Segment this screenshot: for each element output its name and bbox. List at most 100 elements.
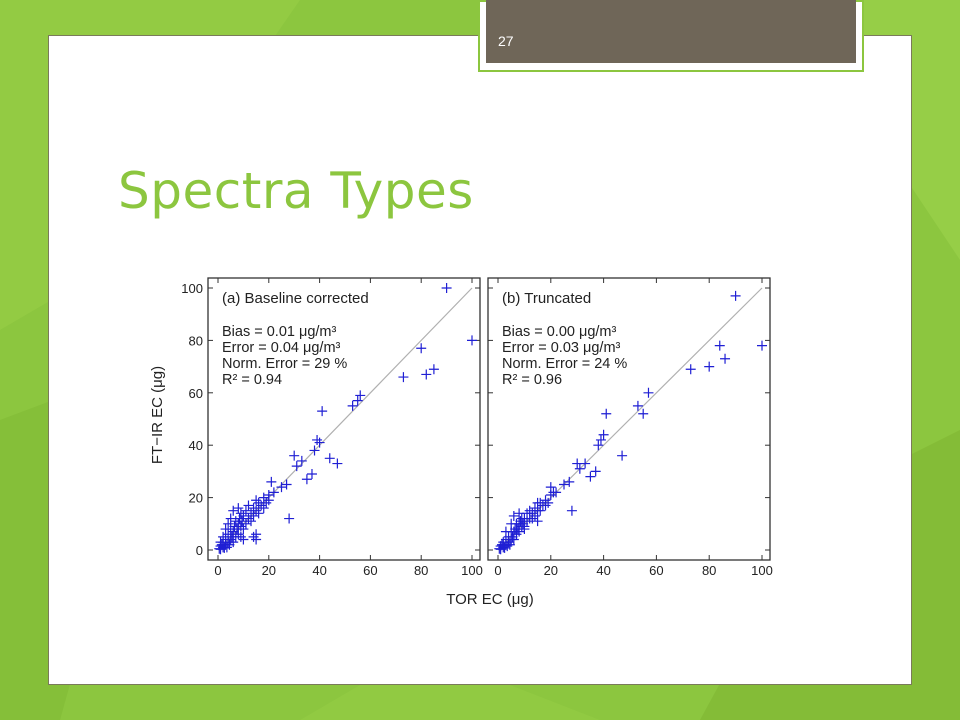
- data-point: [256, 500, 267, 511]
- plot-frame: [207, 277, 481, 561]
- data-point: [507, 531, 518, 542]
- data-point: [248, 503, 259, 514]
- data-point: [500, 526, 511, 537]
- data-point: [508, 510, 519, 521]
- data-point: [243, 500, 254, 511]
- y-tick-label: 40: [189, 438, 203, 453]
- plot-frame: [487, 277, 771, 561]
- data-point: [263, 495, 274, 506]
- data-point: [638, 408, 649, 419]
- data-point: [235, 531, 246, 542]
- stat-bias: Bias = 0.00 μg/m³: [502, 324, 617, 340]
- one-to-one-line: [497, 287, 763, 551]
- one-to-one-line: [217, 287, 473, 551]
- data-point: [506, 518, 517, 529]
- data-point: [235, 508, 246, 519]
- data-point: [218, 531, 229, 542]
- data-point: [296, 455, 307, 466]
- data-point: [540, 500, 551, 511]
- stat-norm-error: Norm. Error = 24 %: [502, 356, 627, 372]
- data-point: [251, 534, 262, 545]
- data-point: [306, 469, 317, 480]
- panel-label: (a) Baseline corrected: [222, 290, 369, 307]
- data-point: [225, 513, 236, 524]
- data-point: [504, 539, 515, 550]
- data-point: [258, 492, 269, 503]
- data-point: [225, 534, 236, 545]
- data-point: [223, 518, 234, 529]
- x-tick-label: 40: [596, 563, 610, 578]
- data-point: [730, 290, 741, 301]
- data-point: [593, 440, 604, 451]
- y-axis-label: FT−IR EC (μg): [149, 366, 166, 464]
- data-point: [564, 476, 575, 487]
- data-point: [757, 340, 767, 351]
- x-tick-label: 40: [312, 563, 326, 578]
- data-point: [704, 361, 715, 372]
- data-point: [281, 479, 292, 490]
- x-tick-label: 100: [751, 563, 773, 578]
- x-tick-label: 60: [649, 563, 663, 578]
- data-point: [598, 429, 609, 440]
- data-point: [574, 463, 585, 474]
- scatter-panel-2: 0 20 40 60 80 100 (b) Truncated Bias = 0.00 μg/…: [487, 277, 773, 578]
- x-axis-label: TOR EC (μg): [446, 591, 534, 608]
- data-point: [284, 513, 295, 524]
- x-tick-label: 80: [702, 563, 716, 578]
- stat-r-squared: R² = 0.96: [502, 372, 562, 388]
- data-point: [266, 476, 277, 487]
- data-point: [632, 400, 643, 411]
- data-point: [511, 529, 522, 540]
- x-tick-label: 60: [363, 563, 377, 578]
- data-point: [519, 524, 530, 535]
- x-tick-label: 80: [414, 563, 428, 578]
- data-point: [416, 343, 427, 354]
- scatter-figure: 0 20 40 60 80 100 0 20 40 60 80 100 (a) Baseline cor…: [145, 270, 795, 615]
- data-point: [352, 395, 363, 406]
- data-point: [421, 369, 432, 380]
- data-point: [428, 364, 439, 375]
- data-point: [580, 458, 591, 469]
- data-point: [643, 387, 654, 398]
- data-point: [221, 542, 232, 553]
- data-point: [529, 503, 540, 514]
- data-point: [228, 505, 239, 516]
- data-point: [347, 400, 358, 411]
- data-point: [238, 524, 249, 535]
- data-point: [601, 408, 612, 419]
- data-point: [268, 487, 279, 498]
- data-point: [240, 505, 251, 516]
- stat-norm-error: Norm. Error = 29 %: [222, 356, 347, 372]
- data-point: [551, 487, 562, 498]
- data-point: [233, 503, 244, 514]
- data-point: [251, 505, 262, 516]
- data-point: [312, 434, 323, 445]
- data-point: [238, 534, 249, 545]
- slide-number-box: [486, 0, 856, 63]
- y-tick-label: 0: [196, 543, 203, 558]
- data-point: [276, 482, 287, 493]
- data-point: [314, 437, 325, 448]
- slide-number: 27: [498, 33, 514, 49]
- data-point: [301, 474, 312, 485]
- data-point: [261, 497, 272, 508]
- slide-title: Spectra Types: [118, 162, 474, 220]
- x-tick-label: 0: [494, 563, 501, 578]
- data-point: [291, 461, 302, 472]
- x-tick-label: 0: [214, 563, 221, 578]
- stat-error: Error = 0.03 μg/m³: [502, 340, 621, 356]
- data-point: [590, 466, 601, 477]
- stat-bias: Bias = 0.01 μg/m³: [222, 324, 337, 340]
- data-point: [240, 518, 251, 529]
- stat-r-squared: R² = 0.94: [222, 372, 282, 388]
- data-point: [714, 340, 725, 351]
- data-point: [317, 406, 328, 417]
- y-tick-label: 60: [189, 386, 203, 401]
- data-point: [258, 503, 269, 514]
- panel-label: (b) Truncated: [502, 290, 591, 307]
- x-tick-label: 20: [262, 563, 276, 578]
- data-point: [355, 390, 366, 401]
- data-point: [595, 434, 606, 445]
- data-point: [720, 353, 731, 364]
- data-point: [527, 508, 538, 519]
